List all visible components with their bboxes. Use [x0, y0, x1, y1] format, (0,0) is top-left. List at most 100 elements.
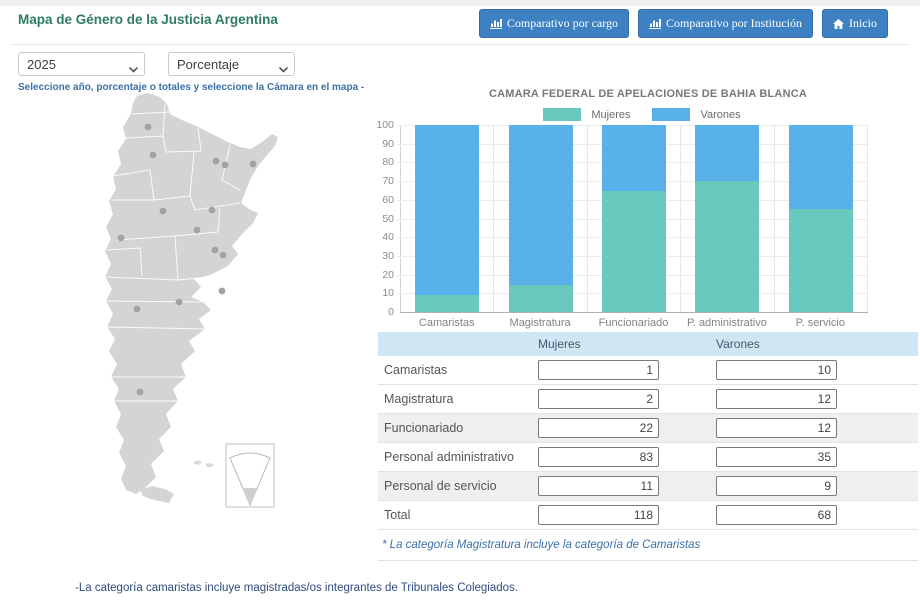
y-tick-label: 0 [388, 306, 394, 318]
page-title: Mapa de Género de la Justicia Argentina [18, 12, 278, 27]
y-tick-label: 50 [382, 212, 394, 225]
chart-plot: 0 10 20 30 40 50 60 70 80 90 100 [376, 119, 869, 318]
bar-segment-mujeres[interactable] [508, 285, 573, 312]
bar-segment-varones[interactable] [788, 125, 853, 210]
header-divider [12, 44, 908, 45]
city-dot[interactable] [221, 161, 229, 169]
city-dot[interactable] [208, 206, 216, 214]
header-buttons: Comparativo por cargo Comparativo por In… [478, 9, 888, 38]
chart-x-labels: Camaristas Magistratura Funcionariado P. ad… [400, 317, 867, 329]
city-dot[interactable] [159, 207, 167, 215]
mujeres-value-input[interactable] [538, 418, 659, 438]
city-dot[interactable] [117, 234, 125, 242]
chart-category-slot [588, 125, 682, 312]
row-label: Magistratura [384, 392, 454, 406]
bar-segment-mujeres[interactable] [695, 180, 760, 312]
bar-segment-mujeres[interactable] [415, 294, 480, 312]
footer-note: -La categoría camaristas incluye magistr… [75, 582, 518, 594]
varones-value-input[interactable] [716, 447, 837, 467]
x-axis-label: P. administrativo [686, 317, 767, 329]
x-axis-label: Camaristas [418, 317, 475, 329]
metric-select-wrap: Porcentaje [168, 52, 295, 76]
metric-select[interactable]: Porcentaje [168, 52, 295, 76]
row-label: Total [384, 508, 411, 522]
chart-title: CAMARA FEDERAL DE APELACIONES DE BAHIA B… [488, 88, 808, 100]
bar-segment-varones[interactable] [602, 125, 667, 191]
mujeres-value-input[interactable] [538, 505, 659, 525]
row-label: Camaristas [384, 363, 448, 377]
top-strip [0, 0, 920, 6]
row-label: Personal de servicio [384, 479, 497, 493]
table-row: Camaristas [378, 356, 918, 385]
year-select-wrap: 2025 [18, 52, 145, 76]
gender-chart: CAMARA FEDERAL DE APELACIONES DE BAHIA B… [376, 86, 918, 332]
bar-segment-mujeres[interactable] [788, 209, 853, 312]
y-tick-label: 30 [382, 249, 394, 262]
mujeres-value-input[interactable] [538, 447, 659, 467]
home-icon [833, 18, 844, 29]
table-header: Mujeres Varones [378, 332, 918, 356]
bar-segment-varones[interactable] [415, 125, 480, 295]
legend-label: Mujeres [591, 108, 631, 121]
bar-chart-icon [649, 18, 662, 29]
city-dot[interactable] [249, 160, 257, 168]
x-axis-label: P. servicio [795, 317, 845, 329]
mujeres-value-input[interactable] [538, 476, 659, 496]
city-dot[interactable] [211, 246, 219, 254]
col-header-varones: Varones [716, 337, 760, 351]
varones-value-input[interactable] [716, 418, 837, 438]
city-dot[interactable] [136, 388, 144, 396]
city-dot[interactable] [219, 251, 227, 259]
chart-category-slot [775, 125, 869, 312]
tierra-del-fuego [140, 486, 174, 503]
table-row: Personal de servicio [378, 472, 918, 501]
city-dot[interactable] [193, 226, 201, 234]
stacked-bar[interactable] [602, 125, 667, 312]
row-label: Funcionariado [384, 421, 464, 435]
bar-segment-mujeres[interactable] [602, 191, 667, 312]
chart-category-slot [681, 125, 775, 312]
city-dot[interactable] [175, 298, 183, 306]
argentina-map[interactable] [70, 90, 320, 560]
stacked-bar[interactable] [415, 125, 480, 312]
comparativo-por-cargo-button[interactable]: Comparativo por cargo [478, 9, 630, 38]
stacked-bar[interactable] [695, 125, 760, 312]
varones-value-input[interactable] [716, 360, 837, 380]
city-dot[interactable] [149, 151, 157, 159]
table-body: Camaristas Magistratura Funcionariado Perso… [378, 356, 918, 530]
legend-swatch [652, 108, 691, 121]
table-row: Total [378, 501, 918, 530]
y-tick-label: 10 [382, 287, 394, 300]
city-dot[interactable] [133, 305, 141, 313]
stacked-bar[interactable] [788, 125, 853, 312]
varones-value-input[interactable] [716, 476, 837, 496]
y-tick-label: 100 [376, 119, 394, 131]
y-tick-label: 70 [382, 175, 394, 188]
col-header-mujeres: Mujeres [538, 337, 581, 351]
year-select[interactable]: 2025 [18, 52, 145, 76]
map-dots [117, 123, 257, 396]
mujeres-value-input[interactable] [538, 360, 659, 380]
city-dot[interactable] [144, 123, 152, 131]
legend-swatch [543, 108, 582, 121]
chart-category-slot [494, 125, 588, 312]
chart-legend: Mujeres Varones [378, 108, 918, 121]
stacked-bar[interactable] [508, 125, 573, 312]
bar-segment-varones[interactable] [695, 125, 760, 181]
varones-value-input[interactable] [716, 389, 837, 409]
comparativo-por-institucion-button[interactable]: Comparativo por Institución [638, 9, 813, 38]
city-dot[interactable] [218, 287, 226, 295]
table-row: Personal administrativo [378, 443, 918, 472]
city-dot[interactable] [212, 157, 220, 165]
varones-value-input[interactable] [716, 505, 837, 525]
y-tick-label: 40 [382, 231, 394, 244]
mujeres-value-input[interactable] [538, 389, 659, 409]
inicio-button[interactable]: Inicio [822, 9, 888, 38]
gender-table: Mujeres Varones Camaristas Magistratura Fu… [378, 332, 918, 561]
x-axis-label: Funcionariado [598, 317, 669, 329]
province-borders [104, 103, 241, 402]
malvinas-islands [194, 460, 214, 468]
bar-segment-varones[interactable] [508, 125, 573, 286]
table-footnote: * La categoría Magistratura incluye la c… [378, 530, 918, 561]
